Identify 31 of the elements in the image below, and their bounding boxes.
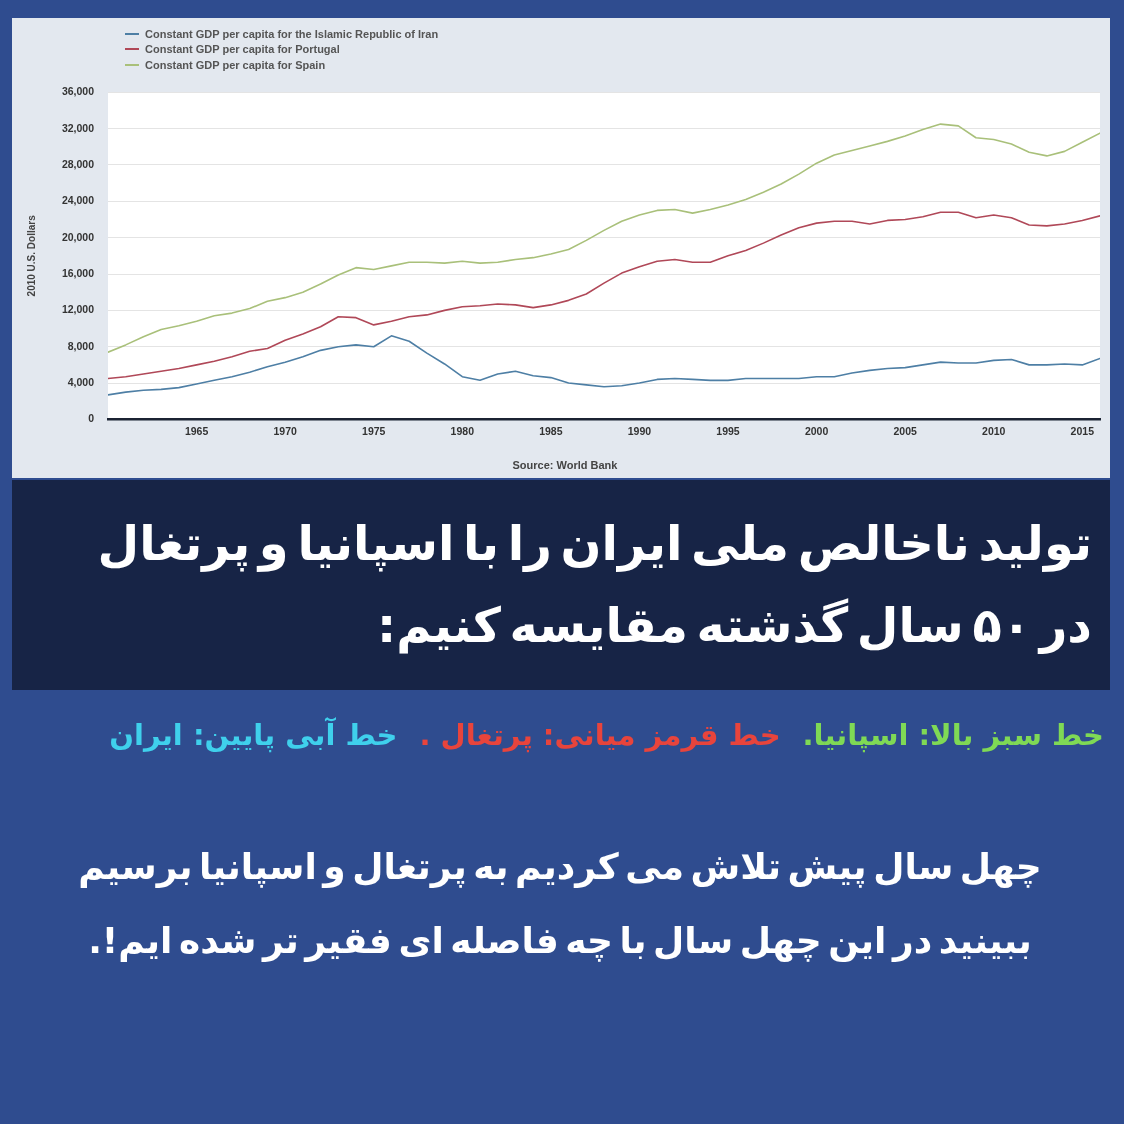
x-tick-label: 1980	[450, 424, 475, 437]
y-tick-label: 20,000	[61, 230, 95, 243]
y-tick-label: 4,000	[67, 375, 95, 388]
x-tick-label: 2000	[804, 424, 829, 437]
x-tick-label: 1990	[627, 424, 652, 437]
y-tick-label: 8,000	[67, 339, 95, 352]
x-tick-label: 1970	[273, 424, 297, 437]
x-tick-label: 1975	[362, 424, 386, 437]
text: خط قرمز میانی: پرتغال .	[419, 718, 781, 752]
text: خط آبی پایین: ایران	[109, 718, 398, 752]
x-tick-label: 2005	[893, 424, 917, 437]
text: تولید ناخالص ملی ایران را با اسپانیا و پرتغال در ۵۰ سال گذشته مقایسه کنیم:	[96, 514, 1092, 656]
y-tick-label: 28,000	[61, 157, 95, 170]
y-tick-label: 32,000	[61, 121, 95, 134]
y-tick-label: 12,000	[61, 303, 95, 316]
legend-label: Constant GDP per capita for Spain	[145, 58, 326, 71]
text: چهل سال پیش تلاش می کردیم به پرتغال و اسپانیا برسیم ببینید در این چهل سال با چه فاصله ای فقیر تر شده ایم!.	[77, 845, 1043, 964]
y-tick-label: 24,000	[61, 194, 95, 207]
legend-label: Constant GDP per capita for Portugal	[145, 43, 340, 56]
y-tick-label: 16,000	[61, 266, 95, 279]
source-note: Source: World Bank	[511, 459, 619, 471]
x-tick-label: 1965	[184, 424, 209, 437]
x-tick-label: 1985	[539, 424, 563, 437]
x-tick-label: 2010	[982, 424, 1006, 437]
y-tick-label: 36,000	[61, 85, 95, 98]
text: خط سبز بالا: اسپانیا.	[802, 718, 1104, 752]
y-axis-title: 2010 U.S. Dollars	[25, 214, 37, 297]
x-tick-label: 2015	[1070, 424, 1095, 437]
legend-label: Constant GDP per capita for the Islamic Republic of Iran	[145, 27, 439, 40]
x-tick-label: 1995	[716, 424, 740, 437]
y-tick-label: 0	[88, 412, 95, 425]
